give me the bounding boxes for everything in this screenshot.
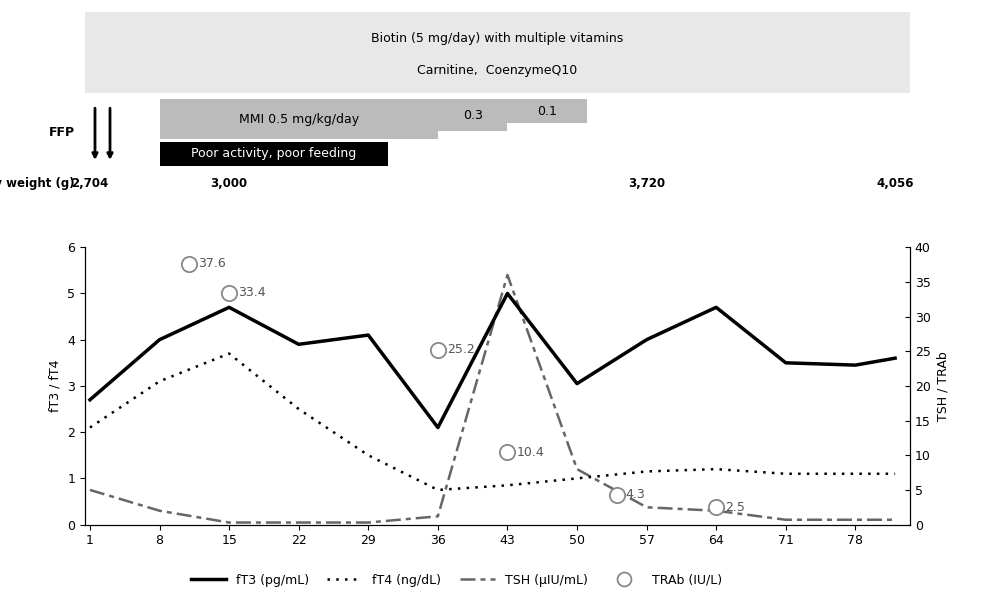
Text: 2.5: 2.5 (725, 500, 745, 514)
Text: Poor activity, poor feeding: Poor activity, poor feeding (191, 147, 356, 160)
Text: 4,056: 4,056 (876, 177, 914, 191)
Text: Body weight (g): Body weight (g) (0, 177, 75, 191)
Text: 3,720: 3,720 (628, 177, 665, 191)
Text: 2,704: 2,704 (71, 177, 109, 191)
Text: FFP: FFP (49, 126, 75, 139)
Text: 25.2: 25.2 (447, 343, 475, 356)
Text: 33.4: 33.4 (238, 286, 266, 300)
Y-axis label: TSH / TRAb: TSH / TRAb (936, 351, 949, 421)
Text: 37.6: 37.6 (198, 257, 226, 270)
Text: 0.1: 0.1 (537, 105, 557, 118)
Y-axis label: fT3 / fT4: fT3 / fT4 (49, 359, 62, 412)
Text: 4.3: 4.3 (626, 488, 645, 501)
Text: 10.4: 10.4 (516, 446, 544, 459)
Legend: fT3 (pg/mL), fT4 (ng/dL), TSH (μIU/mL), TRAb (IU/L): fT3 (pg/mL), fT4 (ng/dL), TSH (μIU/mL), … (186, 569, 727, 592)
Text: Biotin (5 mg/day) with multiple vitamins: Biotin (5 mg/day) with multiple vitamins (371, 31, 624, 45)
Text: MMI 0.5 mg/kg/day: MMI 0.5 mg/kg/day (239, 113, 359, 125)
Text: 0.3: 0.3 (463, 109, 483, 122)
Text: 3,000: 3,000 (211, 177, 248, 191)
Text: Carnitine,  CoenzymeQ10: Carnitine, CoenzymeQ10 (417, 64, 578, 77)
